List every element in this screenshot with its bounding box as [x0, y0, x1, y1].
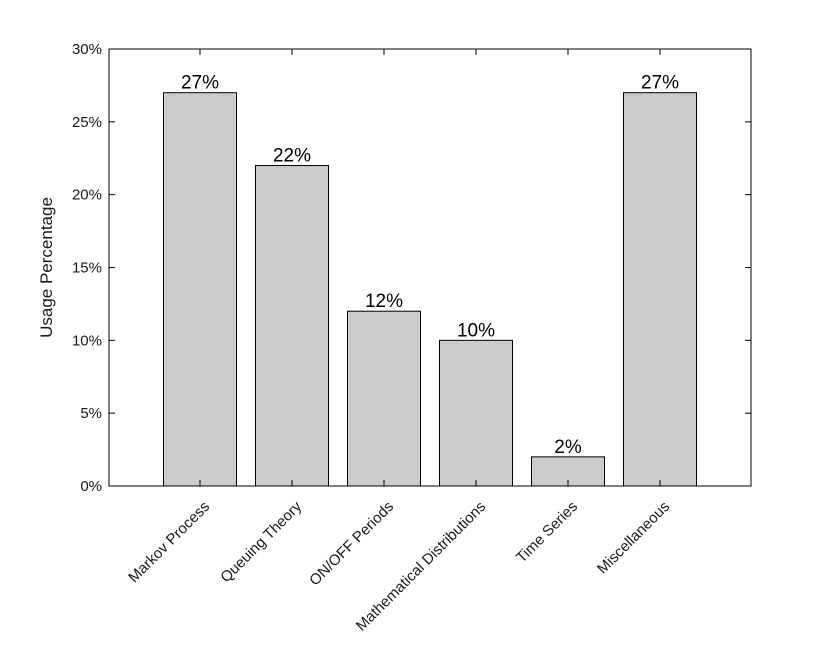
y-tick-label-2: 10% [72, 332, 102, 349]
bar-3 [439, 339, 513, 487]
plot-frame [108, 48, 752, 487]
bar-5 [623, 92, 697, 487]
data-label-3: 10% [457, 320, 495, 341]
data-label-0: 27% [181, 73, 219, 94]
y-tick-label-6: 30% [72, 41, 102, 58]
bars-group [163, 92, 697, 487]
bar-0 [163, 92, 237, 487]
data-label-5: 27% [641, 73, 679, 94]
y-axis-title: Usage Percentage [37, 197, 56, 338]
x-tick-label-4: Time Series [513, 498, 581, 566]
x-tick-label-2: ON/OFF Periods [306, 498, 397, 589]
data-label-1: 22% [273, 146, 311, 167]
x-tick-label-0: Markov Process [125, 498, 213, 586]
bar-2 [347, 310, 421, 487]
data-labels-group: 27% 22% 12% 10% 2% 27% [181, 73, 679, 458]
data-label-4: 2% [554, 437, 582, 458]
y-tick-label-4: 20% [72, 187, 102, 204]
y-axis-ticks: 0% 5% 10% 15% 20% 25% 30% [72, 41, 751, 495]
data-label-2: 12% [365, 291, 403, 312]
x-tick-label-1: Queuing Theory [217, 498, 305, 586]
y-tick-label-5: 25% [72, 114, 102, 131]
bar-1 [255, 165, 329, 487]
y-tick-label-3: 15% [72, 260, 102, 277]
y-tick-label-0: 0% [80, 478, 102, 495]
x-tick-label-5: Miscellaneous [594, 498, 673, 577]
y-tick-label-1: 5% [80, 405, 102, 422]
